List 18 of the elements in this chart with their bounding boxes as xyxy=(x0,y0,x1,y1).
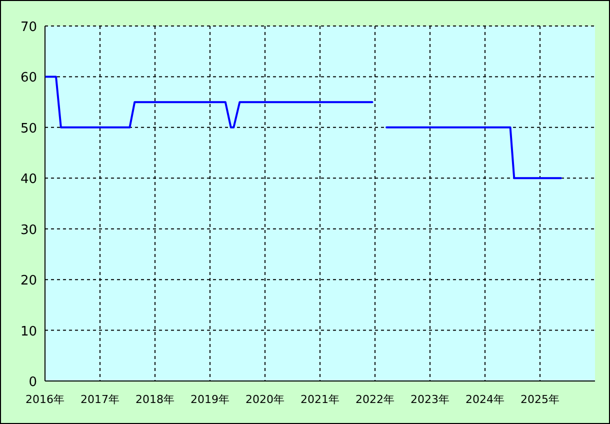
x-tick-label: 2018年 xyxy=(136,393,174,406)
x-tick-label: 2020年 xyxy=(246,393,284,406)
y-tick-label: 40 xyxy=(20,172,37,188)
x-tick-label: 2024年 xyxy=(466,393,504,406)
y-tick-label: 30 xyxy=(20,222,37,238)
x-tick-label: 2017年 xyxy=(80,393,120,406)
y-tick-label: 20 xyxy=(20,274,37,289)
x-tick-label: 2019年 xyxy=(190,393,230,406)
y-tick-label: 60 xyxy=(20,70,37,86)
x-tick-label: 2021年 xyxy=(300,393,340,406)
x-tick-label: 2022年 xyxy=(356,393,394,406)
x-tick-label: 2016年 xyxy=(26,393,64,406)
x-tick-label: 2025年 xyxy=(520,393,560,406)
y-tick-label: 10 xyxy=(20,324,37,340)
y-tick-label: 0 xyxy=(28,375,37,390)
y-tick-label: 70 xyxy=(20,20,37,35)
y-tick-label: 50 xyxy=(20,121,37,136)
x-tick-label: 2023年 xyxy=(410,393,450,406)
